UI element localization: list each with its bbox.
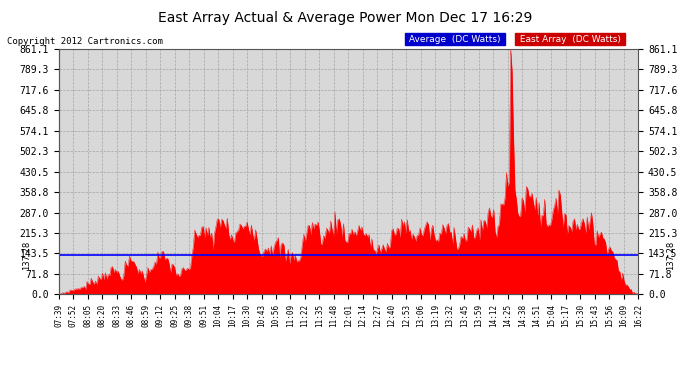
Text: Average  (DC Watts): Average (DC Watts) [406,35,504,44]
Text: 137.28: 137.28 [666,241,675,270]
Text: 137.28: 137.28 [22,241,31,270]
Text: East Array Actual & Average Power Mon Dec 17 16:29: East Array Actual & Average Power Mon De… [158,11,532,25]
Text: East Array  (DC Watts): East Array (DC Watts) [517,35,623,44]
Text: Copyright 2012 Cartronics.com: Copyright 2012 Cartronics.com [7,38,163,46]
